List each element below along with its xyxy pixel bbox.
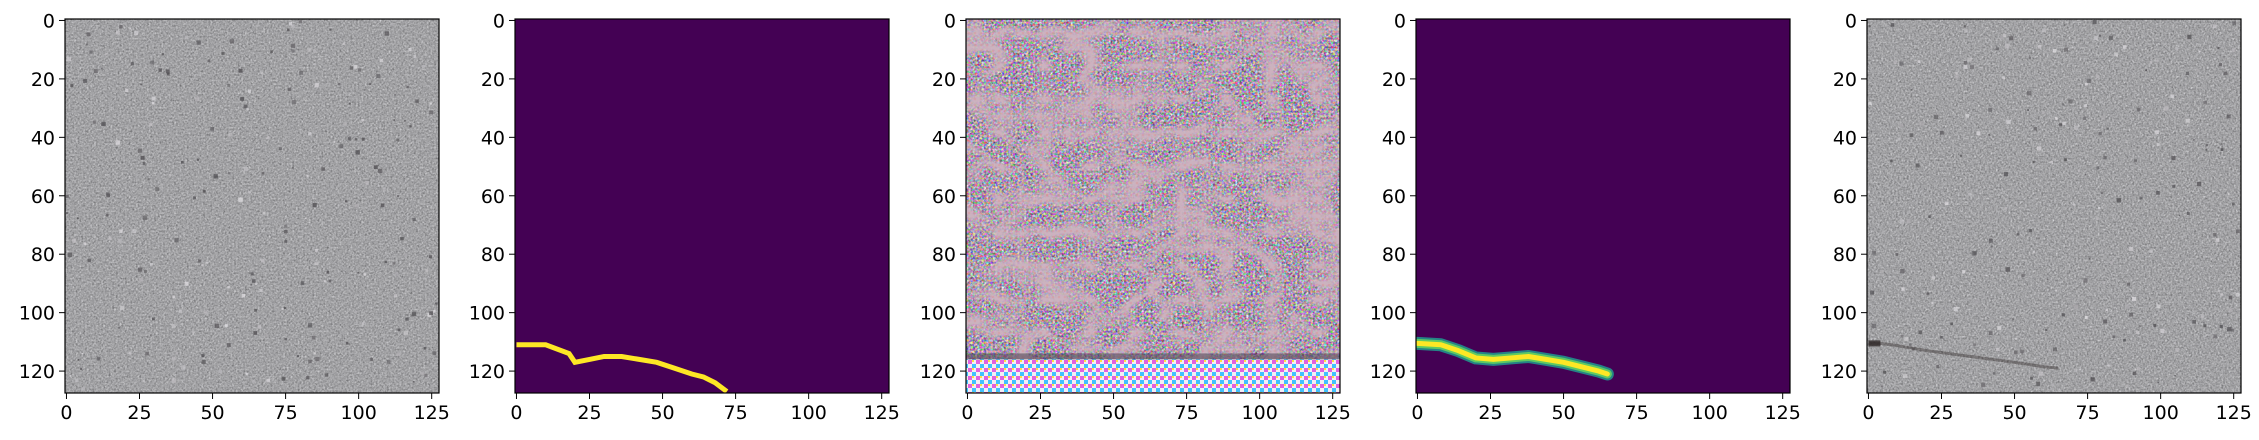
panel-image — [65, 19, 439, 393]
x-tick-label: 0 — [60, 402, 72, 424]
y-axis-ticks: 0 20 40 60 80 100 120 — [1821, 10, 1867, 383]
x-tick-label: 75 — [274, 402, 298, 424]
y-tick-label: 120 — [19, 361, 55, 383]
y-tick-label: 80 — [31, 244, 55, 266]
x-tick-label: 100 — [2143, 402, 2179, 424]
crack-start-blob — [1868, 340, 1880, 346]
x-tick-label: 50 — [200, 402, 224, 424]
x-axis-ticks: 0 25 50 75 100 125 — [1411, 393, 1800, 424]
y-tick-label: 20 — [1382, 69, 1406, 91]
x-tick-label: 125 — [1765, 402, 1801, 424]
x-tick-label: 0 — [1411, 402, 1423, 424]
panel-image — [966, 19, 1340, 393]
x-tick-label: 50 — [650, 402, 674, 424]
generated-artifact-band — [966, 359, 1340, 393]
y-tick-label: 0 — [1394, 10, 1406, 32]
x-tick-label: 50 — [2002, 402, 2026, 424]
panel-4: 0 25 50 75 100 125 0 20 40 60 80 100 120 — [1370, 10, 1801, 424]
y-tick-label: 120 — [1821, 361, 1857, 383]
y-tick-label: 80 — [481, 244, 505, 266]
x-tick-label: 0 — [961, 402, 973, 424]
y-axis-ticks: 0 20 40 60 80 100 120 — [920, 10, 966, 383]
mask-background — [1416, 19, 1790, 393]
y-tick-label: 100 — [1821, 303, 1857, 325]
y-tick-label: 80 — [932, 244, 956, 266]
y-tick-label: 0 — [944, 10, 956, 32]
y-axis-ticks: 0 20 40 60 80 100 120 — [19, 10, 65, 383]
panel-image — [1867, 19, 2241, 393]
x-axis-ticks: 0 25 50 75 100 125 — [1862, 393, 2251, 424]
y-tick-label: 80 — [1833, 244, 1857, 266]
panel-3: 0 25 50 75 100 125 0 20 40 60 80 100 120 — [920, 10, 1351, 424]
x-tick-label: 25 — [577, 402, 601, 424]
x-tick-label: 125 — [1315, 402, 1351, 424]
x-tick-label: 100 — [1242, 402, 1278, 424]
y-tick-label: 120 — [469, 361, 505, 383]
x-tick-label: 75 — [1625, 402, 1649, 424]
panel-image — [1416, 19, 1790, 393]
y-tick-label: 40 — [1382, 127, 1406, 149]
y-tick-label: 40 — [932, 127, 956, 149]
y-tick-label: 60 — [932, 186, 956, 208]
panel-1: 0 25 50 75 100 125 0 20 40 60 80 100 120 — [19, 10, 450, 424]
x-tick-label: 75 — [724, 402, 748, 424]
y-tick-label: 120 — [1370, 361, 1406, 383]
x-tick-label: 125 — [414, 402, 450, 424]
x-tick-label: 100 — [341, 402, 377, 424]
y-tick-label: 0 — [43, 10, 55, 32]
y-tick-label: 60 — [31, 186, 55, 208]
x-tick-label: 25 — [1028, 402, 1052, 424]
y-tick-label: 120 — [920, 361, 956, 383]
y-tick-label: 60 — [481, 186, 505, 208]
x-tick-label: 25 — [1478, 402, 1502, 424]
y-tick-label: 0 — [493, 10, 505, 32]
y-tick-label: 100 — [920, 303, 956, 325]
panel-5: 0 25 50 75 100 125 0 20 40 60 80 100 120 — [1821, 10, 2252, 424]
y-tick-label: 20 — [1833, 69, 1857, 91]
x-tick-label: 75 — [1175, 402, 1199, 424]
y-tick-label: 100 — [469, 303, 505, 325]
y-tick-label: 100 — [1370, 303, 1406, 325]
y-axis-ticks: 0 20 40 60 80 100 120 — [469, 10, 515, 383]
x-axis-ticks: 0 25 50 75 100 125 — [961, 393, 1350, 424]
x-tick-label: 125 — [864, 402, 900, 424]
x-tick-label: 125 — [2216, 402, 2252, 424]
x-tick-label: 25 — [127, 402, 151, 424]
y-tick-label: 20 — [481, 69, 505, 91]
mask-background — [515, 19, 889, 393]
y-tick-label: 40 — [31, 127, 55, 149]
x-tick-label: 100 — [1692, 402, 1728, 424]
x-tick-label: 0 — [510, 402, 522, 424]
y-tick-label: 20 — [31, 69, 55, 91]
panel-2: 0 25 50 75 100 125 0 20 40 60 80 100 120 — [469, 10, 900, 424]
x-tick-label: 50 — [1101, 402, 1125, 424]
y-tick-label: 40 — [1833, 127, 1857, 149]
y-tick-label: 0 — [1845, 10, 1857, 32]
x-tick-label: 100 — [791, 402, 827, 424]
y-tick-label: 100 — [19, 303, 55, 325]
x-tick-label: 50 — [1551, 402, 1575, 424]
panel-image — [515, 19, 889, 393]
generated-artifact-edge — [966, 353, 1340, 359]
y-tick-label: 60 — [1382, 186, 1406, 208]
y-tick-label: 60 — [1833, 186, 1857, 208]
image-texture — [1867, 19, 2241, 393]
x-axis-ticks: 0 25 50 75 100 125 — [510, 393, 899, 424]
x-tick-label: 0 — [1862, 402, 1874, 424]
y-tick-label: 80 — [1382, 244, 1406, 266]
x-tick-label: 75 — [2076, 402, 2100, 424]
x-axis-ticks: 0 25 50 75 100 125 — [60, 393, 449, 424]
y-axis-ticks: 0 20 40 60 80 100 120 — [1370, 10, 1416, 383]
y-tick-label: 40 — [481, 127, 505, 149]
y-tick-label: 20 — [932, 69, 956, 91]
x-tick-label: 25 — [1929, 402, 1953, 424]
generated-dots — [966, 19, 1340, 393]
